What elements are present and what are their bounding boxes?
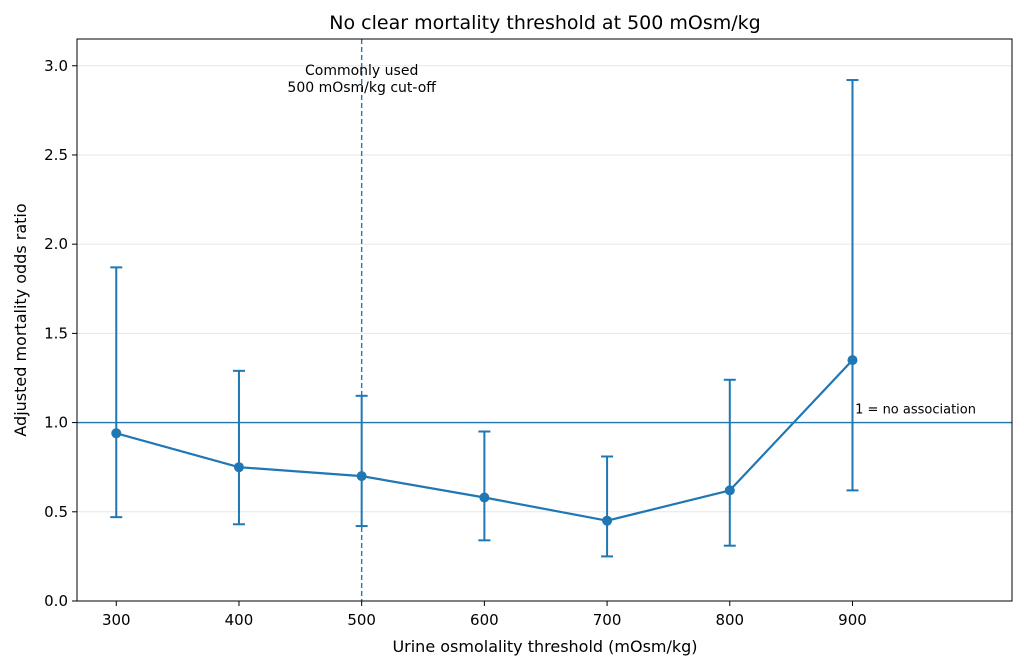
y-tick-label: 1.5 bbox=[44, 324, 68, 342]
x-tick-label: 700 bbox=[593, 611, 622, 629]
x-tick-label: 300 bbox=[102, 611, 131, 629]
y-tick-label: 0.5 bbox=[44, 503, 68, 521]
data-point bbox=[847, 355, 858, 366]
y-tick-label: 1.0 bbox=[44, 414, 68, 432]
y-tick-label: 2.5 bbox=[44, 146, 68, 164]
reference-line-label: Commonly used 500 mOsm/kg cut-off bbox=[287, 63, 436, 96]
data-point bbox=[111, 428, 122, 439]
chart-title: No clear mortality threshold at 500 mOsm… bbox=[329, 12, 760, 34]
data-point bbox=[724, 485, 735, 496]
plot-frame bbox=[76, 38, 1013, 602]
reference-line-label: 1 = no association bbox=[855, 403, 976, 418]
ticks-layer: 300 400 500 600 700 800 900 0.0 0.5 1.0 1.5 2.0 2.5 3… bbox=[44, 57, 867, 629]
grid-layer bbox=[77, 65, 1012, 602]
data-point bbox=[479, 492, 490, 503]
y-tick-label: 0.0 bbox=[44, 592, 68, 610]
y-axis-label: Adjusted mortality odds ratio bbox=[11, 203, 30, 436]
x-tick-label: 800 bbox=[715, 611, 744, 629]
x-tick-label: 900 bbox=[838, 611, 867, 629]
x-tick-label: 400 bbox=[225, 611, 254, 629]
y-tick-label: 2.0 bbox=[44, 235, 68, 253]
series-layer bbox=[110, 79, 859, 558]
x-tick-label: 500 bbox=[347, 611, 376, 629]
data-point bbox=[233, 462, 244, 473]
y-tick-label: 3.0 bbox=[44, 57, 68, 75]
reference-lines: Commonly used 500 mOsm/kg cut-off 1 = no a… bbox=[77, 39, 1012, 601]
axes-layer bbox=[76, 38, 1013, 602]
x-axis-label: Urine osmolality threshold (mOsm/kg) bbox=[392, 637, 697, 656]
data-point bbox=[356, 471, 367, 482]
data-point bbox=[602, 515, 613, 526]
reference-line-label-line: 500 mOsm/kg cut-off bbox=[287, 80, 436, 96]
x-tick-label: 600 bbox=[470, 611, 499, 629]
reference-line-label-line: Commonly used bbox=[305, 63, 418, 79]
